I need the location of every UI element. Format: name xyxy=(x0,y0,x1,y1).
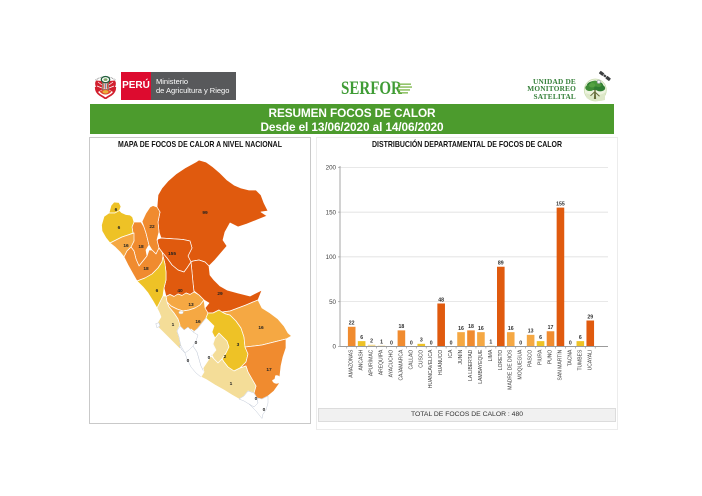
svg-text:0: 0 xyxy=(450,340,453,346)
svg-text:LAMBAYEQUE: LAMBAYEQUE xyxy=(478,349,484,384)
svg-text:16: 16 xyxy=(508,326,514,332)
svg-text:18: 18 xyxy=(399,324,405,330)
svg-text:0: 0 xyxy=(208,355,211,361)
svg-text:99: 99 xyxy=(202,210,208,216)
svg-text:29: 29 xyxy=(587,314,593,320)
svg-text:17: 17 xyxy=(548,325,554,331)
svg-text:PUNO: PUNO xyxy=(548,350,554,365)
svg-text:0: 0 xyxy=(187,358,190,364)
svg-text:155: 155 xyxy=(556,201,565,207)
svg-text:155: 155 xyxy=(168,251,176,257)
svg-text:3: 3 xyxy=(420,338,423,344)
svg-text:SAN MARTÍN: SAN MARTÍN xyxy=(556,349,563,380)
svg-text:1: 1 xyxy=(380,339,383,345)
svg-text:2: 2 xyxy=(370,339,373,345)
svg-text:HUÁNUCO: HUÁNUCO xyxy=(437,350,444,375)
svg-text:200: 200 xyxy=(326,165,337,172)
svg-text:0: 0 xyxy=(333,344,337,351)
svg-text:6: 6 xyxy=(156,288,159,294)
svg-text:PIURA: PIURA xyxy=(538,349,544,365)
svg-text:1: 1 xyxy=(172,322,175,328)
svg-text:0: 0 xyxy=(410,340,413,346)
svg-text:17: 17 xyxy=(266,367,272,373)
svg-text:0: 0 xyxy=(263,407,266,413)
svg-text:13: 13 xyxy=(188,302,194,308)
svg-text:100: 100 xyxy=(326,254,337,261)
svg-text:LIMA: LIMA xyxy=(488,349,494,361)
svg-text:PASCO: PASCO xyxy=(528,350,534,367)
svg-text:0: 0 xyxy=(390,340,393,346)
svg-text:MOQUEGUA: MOQUEGUA xyxy=(518,349,524,379)
svg-text:0: 0 xyxy=(519,340,522,346)
svg-text:ANCASH: ANCASH xyxy=(359,349,365,370)
svg-text:22: 22 xyxy=(149,224,155,230)
svg-text:150: 150 xyxy=(326,209,337,216)
svg-text:LA LIBERTAD: LA LIBERTAD xyxy=(468,349,474,381)
svg-text:6: 6 xyxy=(539,335,542,341)
svg-text:0: 0 xyxy=(569,340,572,346)
svg-text:HUANCAVELICA: HUANCAVELICA xyxy=(428,349,434,388)
svg-text:50: 50 xyxy=(329,299,336,306)
svg-text:18: 18 xyxy=(138,244,144,250)
svg-text:TACNA: TACNA xyxy=(567,349,573,366)
svg-text:16: 16 xyxy=(458,326,464,332)
svg-text:ICA: ICA xyxy=(448,349,454,358)
svg-text:CALLAO: CALLAO xyxy=(408,350,414,370)
svg-text:JUNÍN: JUNÍN xyxy=(457,349,464,364)
svg-text:18: 18 xyxy=(468,324,474,330)
svg-text:AREQUIPA: AREQUIPA xyxy=(379,349,385,375)
svg-text:3: 3 xyxy=(237,342,240,348)
svg-text:AMAZONAS: AMAZONAS xyxy=(349,349,355,378)
svg-text:APURÍMAC: APURÍMAC xyxy=(368,349,375,376)
svg-text:22: 22 xyxy=(349,321,355,327)
svg-text:0: 0 xyxy=(195,340,198,346)
svg-text:UCAYALI: UCAYALI xyxy=(587,350,593,371)
svg-text:6: 6 xyxy=(115,207,118,213)
svg-text:40: 40 xyxy=(177,288,183,294)
svg-text:48: 48 xyxy=(438,297,444,303)
svg-text:2: 2 xyxy=(224,354,227,360)
svg-text:0: 0 xyxy=(255,396,258,402)
svg-text:CAJAMARCA: CAJAMARCA xyxy=(398,349,404,381)
svg-text:89: 89 xyxy=(498,261,504,267)
svg-text:LORETO: LORETO xyxy=(498,350,504,371)
svg-text:6: 6 xyxy=(360,335,363,341)
svg-text:0: 0 xyxy=(430,340,433,346)
svg-text:6: 6 xyxy=(579,335,582,341)
svg-text:TUMBES: TUMBES xyxy=(577,349,583,371)
svg-text:16: 16 xyxy=(123,243,129,249)
svg-text:16: 16 xyxy=(258,325,264,331)
svg-text:1: 1 xyxy=(230,381,233,387)
svg-text:13: 13 xyxy=(528,329,534,335)
svg-text:CUSCO: CUSCO xyxy=(418,350,424,368)
svg-text:29: 29 xyxy=(217,291,223,297)
svg-text:16: 16 xyxy=(195,319,201,325)
svg-text:MADRE DE DIOS: MADRE DE DIOS xyxy=(508,349,514,390)
svg-text:1: 1 xyxy=(489,339,492,345)
svg-text:16: 16 xyxy=(478,326,484,332)
svg-text:AYACUCHO: AYACUCHO xyxy=(388,350,394,378)
svg-text:18: 18 xyxy=(143,266,149,272)
svg-text:6: 6 xyxy=(118,225,121,231)
